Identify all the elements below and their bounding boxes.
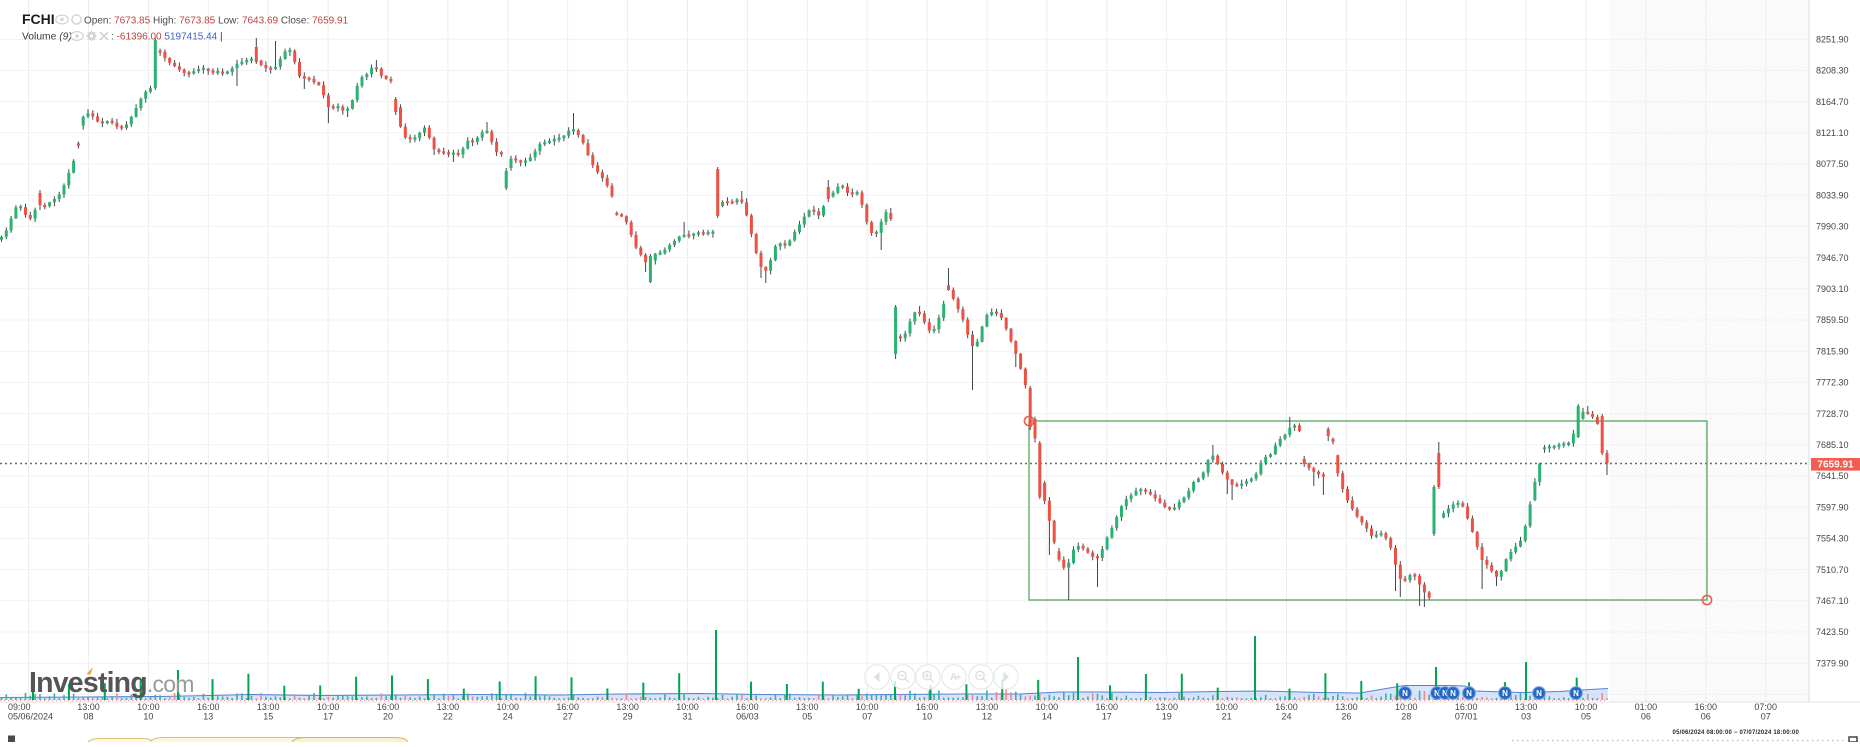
svg-text:16:00: 16:00 <box>1275 702 1298 712</box>
svg-text:7659.91: 7659.91 <box>1817 460 1854 471</box>
svg-text:16:00: 16:00 <box>916 702 939 712</box>
svg-text:7554.30: 7554.30 <box>1816 534 1849 544</box>
svg-text:: -61396.00 5197415.44 |: : -61396.00 5197415.44 | <box>111 32 223 43</box>
svg-text:8164.70: 8164.70 <box>1816 97 1849 107</box>
svg-text:08: 08 <box>83 712 93 722</box>
svg-text:7423.50: 7423.50 <box>1816 627 1849 637</box>
svg-text:15: 15 <box>263 712 273 722</box>
svg-text:17: 17 <box>323 712 333 722</box>
svg-text:N: N <box>1466 689 1472 698</box>
svg-text:16:00: 16:00 <box>1455 702 1478 712</box>
svg-text:05/06/2024: 05/06/2024 <box>8 712 53 722</box>
svg-text:13:00: 13:00 <box>796 702 819 712</box>
svg-text:10: 10 <box>143 712 153 722</box>
svg-text:20: 20 <box>383 712 393 722</box>
svg-text:7467.10: 7467.10 <box>1816 596 1849 606</box>
svg-text:26: 26 <box>1341 712 1351 722</box>
svg-text:8208.30: 8208.30 <box>1816 66 1849 76</box>
svg-text:07/01: 07/01 <box>1455 712 1478 722</box>
svg-text:31: 31 <box>682 712 692 722</box>
svg-text:06/03: 06/03 <box>736 712 759 722</box>
svg-text:07: 07 <box>1761 712 1771 722</box>
svg-text:7815.90: 7815.90 <box>1816 346 1849 356</box>
svg-text:7510.70: 7510.70 <box>1816 565 1849 575</box>
svg-text:7685.10: 7685.10 <box>1816 440 1849 450</box>
svg-text:13:00: 13:00 <box>616 702 639 712</box>
svg-text:05/06/2024 08:00:00 − 07/07/20: 05/06/2024 08:00:00 − 07/07/2024 18:00:0… <box>1673 730 1800 736</box>
svg-text:16:00: 16:00 <box>1096 702 1119 712</box>
svg-text:28: 28 <box>1401 712 1411 722</box>
svg-text:16:00: 16:00 <box>1695 702 1718 712</box>
svg-text:13:00: 13:00 <box>1335 702 1358 712</box>
svg-text:13:00: 13:00 <box>1155 702 1178 712</box>
svg-text:05: 05 <box>1581 712 1591 722</box>
svg-text:N: N <box>1502 689 1508 698</box>
svg-text:03: 03 <box>1521 712 1531 722</box>
svg-text:13:00: 13:00 <box>437 702 460 712</box>
svg-text:16:00: 16:00 <box>736 702 759 712</box>
svg-text:7379.90: 7379.90 <box>1816 658 1849 668</box>
svg-text:07:00: 07:00 <box>1754 702 1777 712</box>
svg-text:8121.10: 8121.10 <box>1816 128 1849 138</box>
svg-text:29: 29 <box>623 712 633 722</box>
svg-text:10:00: 10:00 <box>676 702 699 712</box>
svg-text:8077.50: 8077.50 <box>1816 159 1849 169</box>
svg-text:10:00: 10:00 <box>497 702 520 712</box>
svg-text:N: N <box>1536 689 1542 698</box>
svg-text:N: N <box>1450 689 1456 698</box>
svg-text:N: N <box>1402 689 1408 698</box>
svg-text:Open: 7673.85 High: 7673.85 Lo: Open: 7673.85 High: 7673.85 Low: 7643.69… <box>84 15 349 26</box>
svg-text:A: A <box>950 672 957 683</box>
svg-text:7859.50: 7859.50 <box>1816 315 1849 325</box>
svg-text:8033.90: 8033.90 <box>1816 190 1849 200</box>
svg-text:7728.70: 7728.70 <box>1816 409 1849 419</box>
svg-text:13:00: 13:00 <box>77 702 100 712</box>
svg-text:N: N <box>1434 689 1440 698</box>
svg-text:7597.90: 7597.90 <box>1816 502 1849 512</box>
svg-text:10:00: 10:00 <box>1575 702 1598 712</box>
svg-text:09:00: 09:00 <box>8 702 31 712</box>
svg-text:24: 24 <box>1281 712 1291 722</box>
svg-text:8251.90: 8251.90 <box>1816 34 1849 44</box>
svg-text:10: 10 <box>922 712 932 722</box>
svg-text:14: 14 <box>1042 712 1052 722</box>
svg-text:22: 22 <box>443 712 453 722</box>
svg-text:7946.70: 7946.70 <box>1816 253 1849 263</box>
svg-text:01:00: 01:00 <box>1635 702 1658 712</box>
svg-text:7772.30: 7772.30 <box>1816 378 1849 388</box>
svg-text:10:00: 10:00 <box>317 702 340 712</box>
svg-text:13:00: 13:00 <box>1515 702 1538 712</box>
svg-text:07: 07 <box>862 712 872 722</box>
svg-text:06: 06 <box>1641 712 1651 722</box>
svg-text:19: 19 <box>1162 712 1172 722</box>
svg-text:17: 17 <box>1102 712 1112 722</box>
svg-text:16:00: 16:00 <box>556 702 579 712</box>
svg-text:10:00: 10:00 <box>1395 702 1418 712</box>
svg-text:10:00: 10:00 <box>1215 702 1238 712</box>
svg-text:16:00: 16:00 <box>377 702 400 712</box>
svg-text:Volume (9): Volume (9) <box>22 32 72 43</box>
svg-text:7990.30: 7990.30 <box>1816 222 1849 232</box>
svg-text:Investing.com: Investing.com <box>29 667 194 699</box>
svg-text:06: 06 <box>1701 712 1711 722</box>
svg-text:24: 24 <box>503 712 513 722</box>
svg-text:13:00: 13:00 <box>976 702 999 712</box>
svg-text:10:00: 10:00 <box>137 702 160 712</box>
svg-text:12: 12 <box>982 712 992 722</box>
svg-text:N: N <box>1573 689 1579 698</box>
svg-text:7903.10: 7903.10 <box>1816 284 1849 294</box>
svg-text:16:00: 16:00 <box>197 702 220 712</box>
svg-text:21: 21 <box>1222 712 1232 722</box>
svg-text:7641.50: 7641.50 <box>1816 471 1849 481</box>
svg-text:05: 05 <box>802 712 812 722</box>
svg-text:27: 27 <box>563 712 573 722</box>
svg-text:10:00: 10:00 <box>1036 702 1059 712</box>
svg-text:13: 13 <box>203 712 213 722</box>
svg-text:10:00: 10:00 <box>856 702 879 712</box>
svg-text:FCHI: FCHI <box>22 11 55 27</box>
svg-text:13:00: 13:00 <box>257 702 280 712</box>
svg-text:N: N <box>1442 689 1448 698</box>
